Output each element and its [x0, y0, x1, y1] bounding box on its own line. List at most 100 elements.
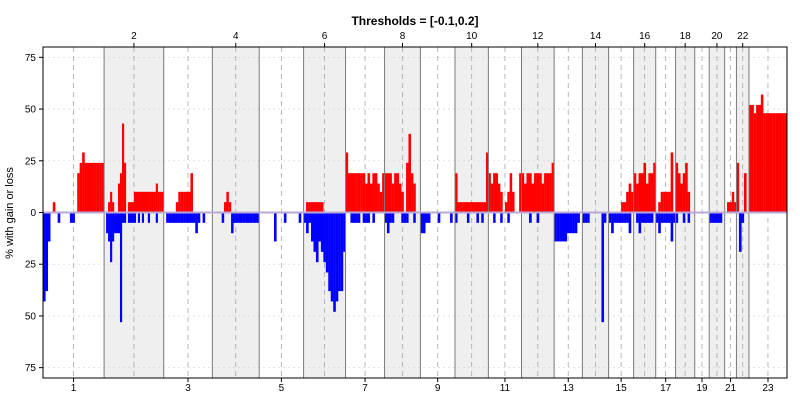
gain-bar	[734, 202, 737, 213]
gain-bar	[94, 162, 97, 213]
loss-bar	[561, 212, 565, 242]
chromosome-label-top: 2	[131, 31, 137, 42]
loss-bar	[365, 212, 368, 223]
gain-bar	[372, 173, 375, 213]
gain-bar	[118, 183, 121, 213]
gain-bar	[782, 113, 785, 213]
gain-bar	[454, 173, 458, 213]
gain-bar	[476, 202, 479, 213]
gain-bar	[306, 202, 309, 213]
loss-bar	[611, 212, 614, 234]
gain-bar	[394, 173, 397, 213]
gain-bar	[478, 202, 482, 213]
gain-bar	[89, 162, 93, 213]
gain-bar	[633, 173, 637, 213]
loss-bar	[668, 212, 671, 223]
gain-bar	[120, 173, 123, 213]
gain-bar	[626, 191, 629, 213]
loss-bar	[427, 212, 431, 223]
loss-bar	[303, 212, 307, 223]
gain-bar	[129, 202, 133, 213]
gain-bar	[663, 191, 666, 213]
loss-bar	[384, 212, 388, 223]
loss-bar	[328, 212, 331, 292]
loss-bar	[420, 212, 424, 234]
loss-bar	[106, 212, 109, 234]
loss-bar	[476, 212, 479, 223]
loss-bar	[372, 212, 375, 223]
loss-bar	[636, 212, 639, 223]
loss-bar	[665, 212, 669, 223]
gain-bar	[668, 191, 671, 213]
gain-bar	[112, 202, 115, 213]
loss-bar	[355, 212, 358, 223]
loss-bar	[190, 212, 194, 223]
loss-bar	[613, 212, 617, 223]
gain-bar	[408, 133, 411, 213]
chromosome-label-top: 14	[590, 31, 602, 42]
loss-bar	[367, 212, 371, 223]
gain-bar	[638, 173, 642, 213]
gain-bar	[519, 173, 522, 213]
loss-bar	[389, 212, 392, 223]
loss-bar	[108, 212, 111, 242]
gain-bar	[675, 162, 679, 213]
loss-bar	[254, 212, 257, 223]
gain-bar	[474, 202, 477, 213]
loss-bar	[618, 212, 622, 223]
loss-bar	[185, 212, 189, 223]
gain-bar	[96, 162, 100, 213]
loss-bar	[709, 212, 712, 223]
gain-bar	[485, 152, 489, 213]
loss-bar	[616, 212, 619, 223]
gain-bar	[628, 183, 632, 213]
gain-bar	[121, 123, 125, 213]
gain-bar	[660, 191, 664, 213]
gain-bar	[677, 173, 681, 213]
loss-bar	[603, 212, 607, 223]
loss-bar	[623, 212, 627, 223]
gain-bar	[350, 173, 354, 213]
loss-bar	[325, 212, 329, 273]
gain-bar	[398, 183, 402, 213]
chromosome-label-bottom: 13	[563, 383, 575, 394]
loss-bar	[493, 212, 496, 223]
loss-bar	[235, 212, 239, 223]
loss-bar	[673, 212, 676, 223]
gain-bar	[315, 202, 319, 213]
gain-bar	[396, 173, 400, 213]
loss-bar	[343, 212, 346, 252]
gain-bar	[180, 191, 184, 213]
loss-bar	[245, 212, 248, 223]
loss-bar	[640, 212, 644, 223]
loss-bar	[283, 212, 287, 223]
y-tick-label: 25	[25, 260, 37, 271]
gain-bar	[670, 152, 674, 213]
loss-bar	[559, 212, 562, 242]
gain-bar	[308, 202, 312, 213]
loss-bar	[118, 212, 121, 234]
gain-bar	[748, 104, 752, 213]
chromosome-label-bottom: 23	[762, 383, 774, 394]
gain-bar	[770, 113, 773, 213]
y-tick-label: 0	[30, 208, 36, 219]
loss-bar	[577, 212, 580, 223]
gain-bar	[682, 173, 686, 213]
loss-bar	[587, 212, 590, 223]
loss-bar	[175, 212, 179, 223]
gain-bar	[772, 113, 776, 213]
loss-bar	[738, 212, 742, 252]
loss-bar	[660, 212, 664, 223]
gain-bar	[133, 191, 137, 213]
gain-bar	[727, 202, 730, 213]
loss-bar	[273, 212, 277, 242]
loss-bar	[180, 212, 184, 223]
gain-bar	[101, 162, 105, 213]
gain-bar	[687, 191, 691, 213]
loss-bar	[536, 212, 540, 223]
loss-bar	[330, 212, 334, 302]
chromosome-label-bottom: 9	[435, 383, 441, 394]
loss-bar	[249, 212, 253, 223]
loss-bar	[566, 212, 570, 234]
gain-bar	[544, 173, 547, 213]
